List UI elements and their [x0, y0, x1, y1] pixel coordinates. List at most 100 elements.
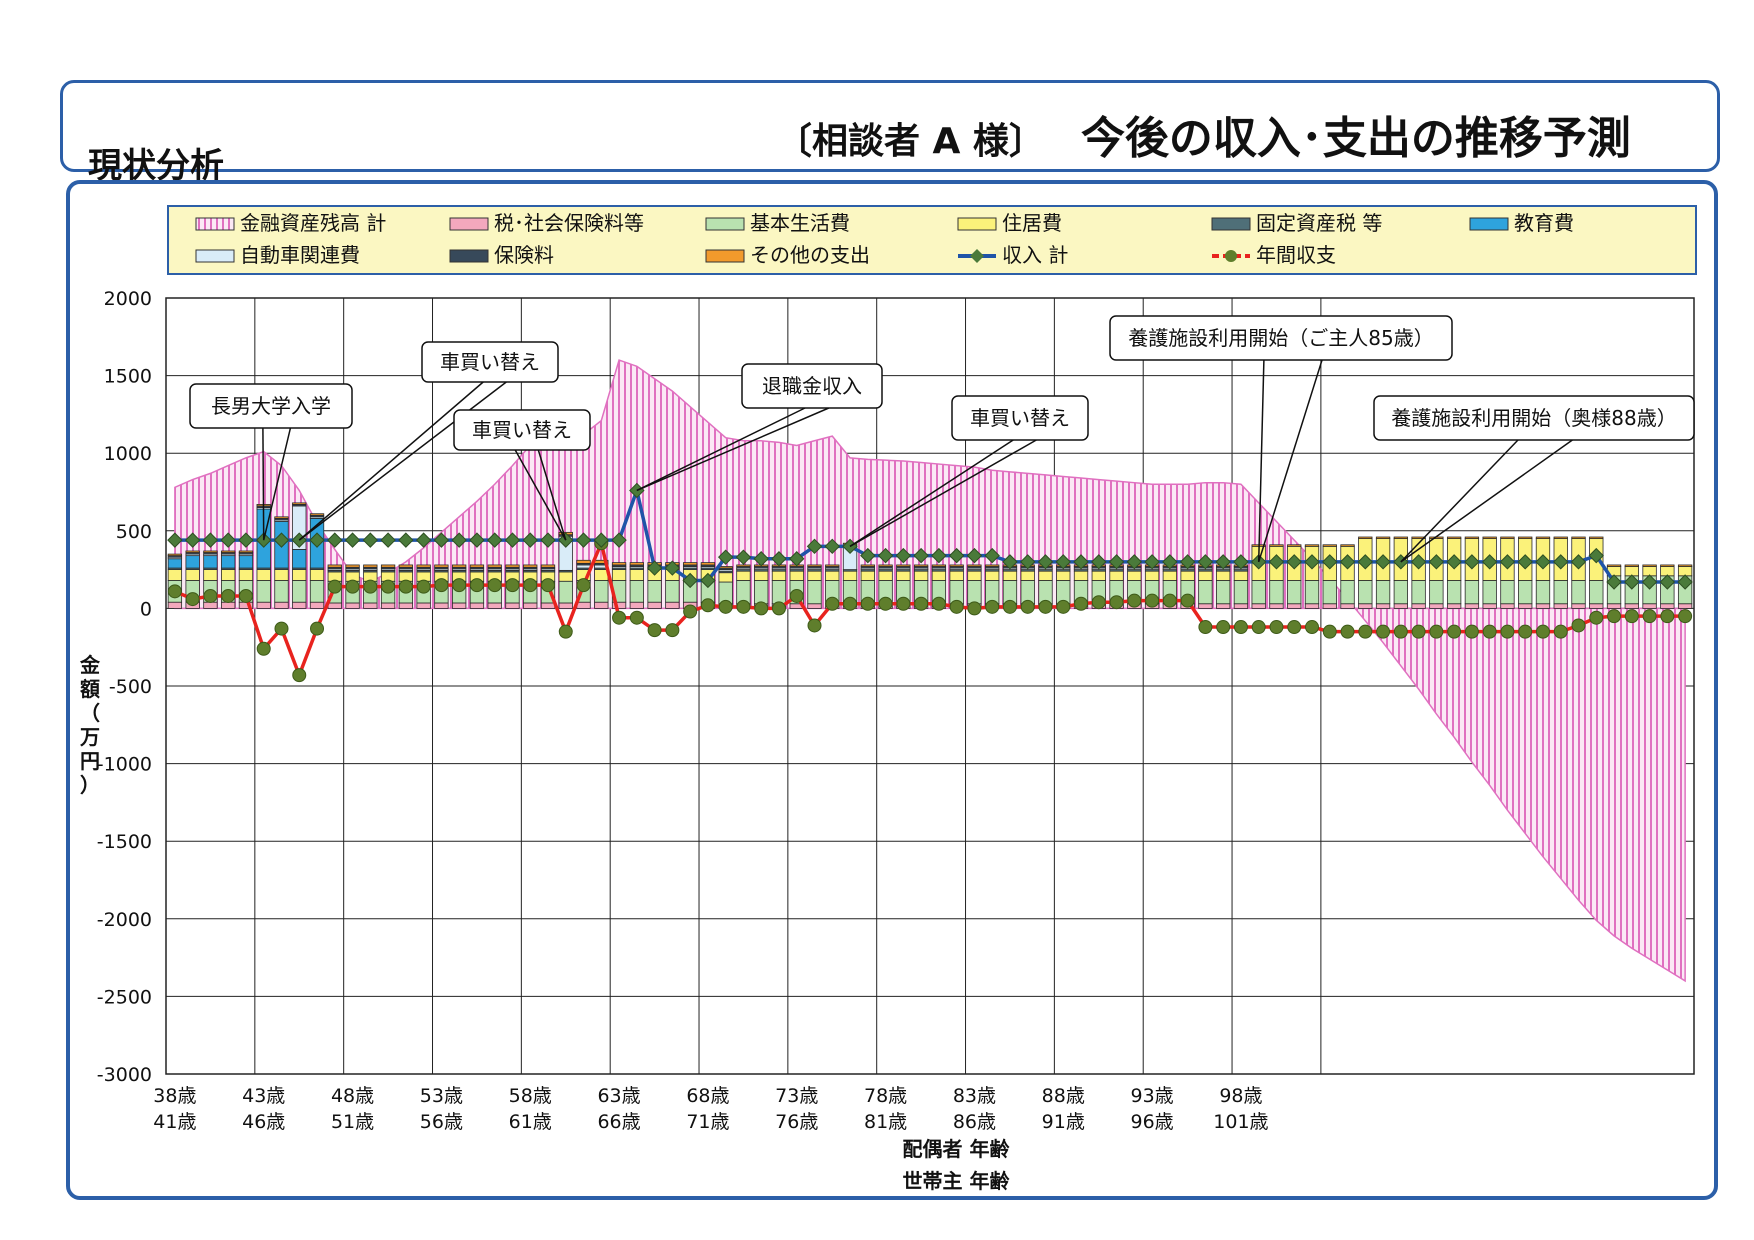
annotation-pointer — [298, 381, 484, 541]
x-tick-label-head: 71歳 — [686, 1111, 729, 1133]
income-point — [344, 532, 361, 548]
y-tick-label: -3000 — [97, 1064, 152, 1086]
income-point — [1322, 554, 1338, 570]
income-point — [1215, 554, 1231, 570]
balance-point — [629, 610, 644, 625]
bar-tax — [398, 602, 414, 609]
bar-housing — [718, 572, 733, 583]
bar-housing — [949, 570, 964, 581]
bar-living — [1358, 580, 1373, 605]
bar-housing — [1233, 570, 1249, 581]
bar-tax — [469, 602, 485, 609]
balance-point — [1251, 620, 1266, 635]
x-tick-label-head: 46歳 — [242, 1111, 285, 1133]
income-point — [1020, 554, 1036, 570]
legend-label-balance: 年間収支 — [1256, 243, 1336, 267]
annotation-label: 車買い替え — [440, 350, 540, 374]
annotation-pointer — [1257, 359, 1323, 563]
bar-tax — [221, 601, 236, 609]
x-tick-label-head: 56歳 — [420, 1111, 463, 1133]
legend-marker-balance — [1225, 250, 1237, 262]
balance-point — [985, 599, 1000, 614]
bar-tax — [1606, 603, 1622, 609]
plot-border — [165, 297, 1695, 1075]
bar-tax — [380, 602, 396, 609]
legend-swatch-housing — [957, 217, 997, 231]
x-tick-label-head: 61歳 — [509, 1111, 552, 1133]
income-point — [575, 532, 592, 548]
bar-other — [540, 564, 556, 568]
balance-point — [896, 596, 911, 611]
bar-living — [647, 580, 662, 603]
balance-point — [1411, 624, 1426, 639]
balance-point — [1535, 624, 1550, 639]
balance-point — [238, 588, 253, 603]
balance-point — [1216, 620, 1231, 635]
annotation-pointer — [537, 449, 567, 541]
balance-point — [1074, 596, 1089, 611]
bar-other — [1464, 536, 1480, 539]
bar-living — [594, 580, 609, 603]
income-point — [1570, 554, 1587, 570]
bar-other — [967, 564, 982, 567]
income-point — [1499, 554, 1516, 570]
bar-living — [1518, 580, 1533, 605]
bar-tax — [363, 602, 378, 609]
bar-housing — [985, 570, 1000, 581]
income-point — [753, 551, 769, 567]
income-point — [1588, 547, 1604, 564]
bar-other — [1287, 544, 1302, 547]
annotation-box — [1373, 395, 1695, 441]
bar-living — [771, 580, 787, 605]
bar-living — [1269, 580, 1284, 605]
bar-living — [967, 580, 982, 605]
income-point — [486, 532, 503, 548]
axes: 2000 1500 1000 500 0 -500 -1000 -1500 -2000 -2500… — [79, 288, 1269, 1193]
bar-living — [1482, 580, 1497, 605]
balance-point — [452, 578, 467, 593]
balance-point — [612, 610, 627, 625]
income-point — [593, 532, 610, 548]
bar-tax — [665, 601, 680, 609]
income-point — [771, 551, 787, 567]
balance-point — [771, 601, 786, 616]
bar-education — [185, 555, 200, 569]
bar-tax — [1358, 603, 1373, 609]
bar-tax — [1233, 603, 1249, 609]
income-point — [202, 532, 219, 548]
balance-point — [203, 588, 218, 603]
bar-other — [380, 564, 396, 568]
bar-housing — [931, 570, 947, 581]
y-tick-label: -2500 — [97, 986, 152, 1008]
bar-tax — [1642, 603, 1657, 609]
bar-living — [1429, 580, 1444, 605]
bar-education — [203, 555, 218, 569]
income-point — [1428, 554, 1445, 570]
bar-other — [629, 562, 644, 566]
balance-point — [1447, 624, 1462, 639]
legend-label-assets: 金融資産残高 計 — [240, 211, 386, 235]
legend-marker-income — [970, 249, 984, 263]
bar-other — [416, 564, 431, 568]
annotation-box — [189, 383, 353, 429]
bar-other — [274, 516, 289, 519]
bar-other — [1411, 536, 1426, 539]
annotation-label: 車買い替え — [970, 406, 1070, 430]
y-axis-label: 金額（万円） — [79, 653, 101, 797]
legend-label-property_tax: 固定資産税 等 — [1256, 211, 1382, 235]
bar-living — [807, 580, 822, 605]
annotation-box — [453, 409, 591, 451]
annotation-pointer — [849, 439, 1037, 547]
bar-other — [985, 564, 1000, 567]
bar-education — [292, 549, 307, 569]
bar-tax — [1660, 603, 1675, 609]
annotation-label: 長男大学入学 — [211, 394, 331, 418]
annotation-pointer — [262, 427, 265, 541]
legend-swatch-car — [195, 249, 235, 263]
annotation-pointer — [262, 427, 292, 541]
income-point — [1073, 554, 1089, 570]
x-tick-label-spouse: 53歳 — [420, 1085, 463, 1107]
bar-tax — [167, 601, 183, 609]
x-tick-label-spouse: 38歳 — [153, 1085, 196, 1107]
legend-swatch-education — [1469, 217, 1509, 231]
